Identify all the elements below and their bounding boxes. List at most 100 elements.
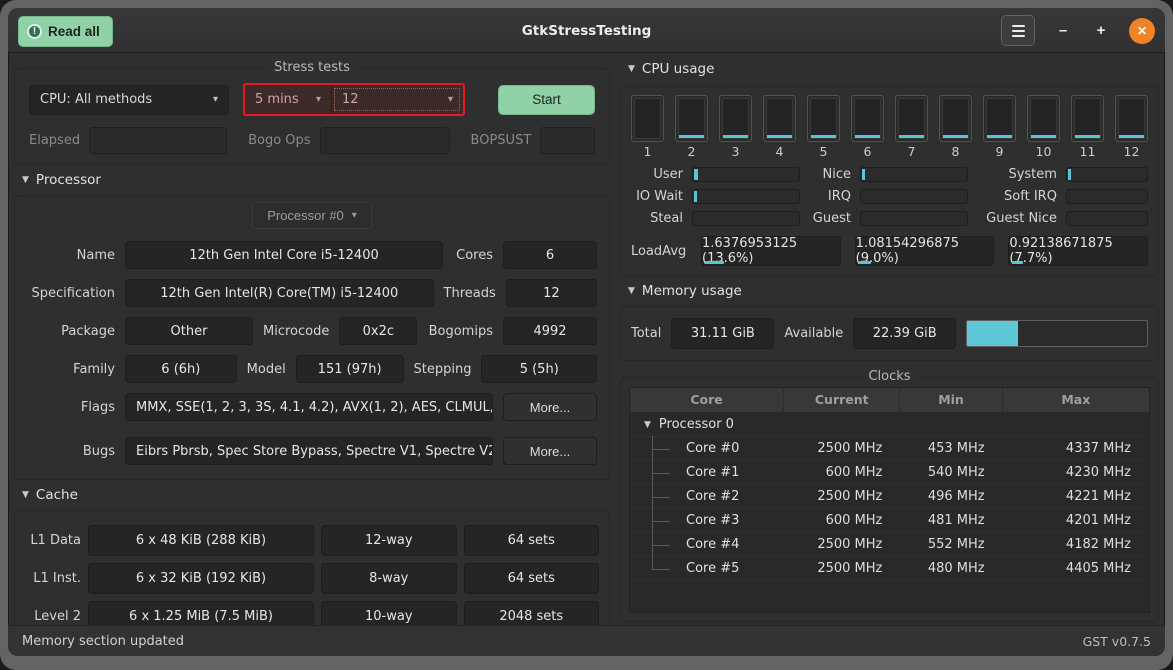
loadavg-5min: 1.08154296875 (9.0%) [854,236,995,266]
app-window: GtkStressTesting ! Read all – + ✕ Stress… [8,8,1165,656]
stress-workers-dropdown[interactable]: 12 ▾ [331,85,463,114]
loadavg-row: LoadAvg 1.6376953125 (13.6%) 1.081542968… [631,236,1149,266]
processor-expander[interactable]: ▼ Processor [22,172,608,188]
stress-results-row: Elapsed Bogo Ops BOPSUST [29,127,595,154]
memory-usage-frame: Total 31.11 GiB Available 22.39 GiB [620,306,1159,361]
loadavg-15min: 0.92138671875 (7.7%) [1008,236,1149,266]
main-content: Stress tests CPU: All methods ▾ 5 mins ▾… [14,53,1159,625]
bugs-field: Eibrs Pbrsb, Spec Store Bypass, Spectre … [125,437,493,465]
titlebar: GtkStressTesting ! Read all – + ✕ [8,8,1165,53]
cache-ways-field: 10-way [321,601,457,625]
minimize-button[interactable]: – [1053,22,1073,39]
cpu-usage-expander-label: CPU usage [641,61,715,77]
steal-meter [692,211,800,226]
expander-arrow-icon: ▼ [22,490,29,500]
user-meter [692,167,800,182]
system-meter [1065,167,1148,182]
bugs-more-button[interactable]: More... [503,437,597,465]
soft-irq-label: Soft IRQ [1004,189,1057,204]
clocks-frame: Clocks Core Current Min Max ▼ Processor … [620,369,1159,622]
stepping-field: 5 (5h) [481,355,597,383]
expander-arrow-icon: ▼ [628,64,635,74]
table-row[interactable]: Core #3 600 MHz 481 MHz 4201 MHz [630,508,1149,533]
irq-meter [859,189,968,204]
core-usage-12: 12 [1115,95,1148,159]
core-usage-10: 10 [1027,95,1060,159]
core-usage-5: 5 [807,95,840,159]
guest-nice-label: Guest Nice [986,211,1057,226]
stress-workers-value: 12 [342,92,359,107]
nice-label: Nice [822,167,851,182]
family-label: Family [73,361,115,377]
chevron-down-icon: ▾ [447,94,453,105]
clocks-group-label: Processor 0 [658,417,734,432]
chevron-down-icon: ▾ [315,94,321,105]
read-all-icon: ! [27,24,42,39]
table-row[interactable]: Core #1 600 MHz 540 MHz 4230 MHz [630,460,1149,485]
stress-params-highlight-group: 5 mins ▾ 12 ▾ [243,83,465,116]
memory-total-field: 31.11 GiB [671,318,775,349]
model-field: 151 (97h) [295,355,404,383]
flags-more-button[interactable]: More... [503,393,597,421]
maximize-button[interactable]: + [1091,22,1111,39]
system-label: System [1008,167,1057,182]
guest-nice-meter [1065,211,1148,226]
table-row[interactable]: Core #2 2500 MHz 496 MHz 4221 MHz [630,484,1149,509]
table-row[interactable]: Core #5 2500 MHz 480 MHz 4405 MHz [630,556,1149,581]
cache-expander-label: Cache [35,487,78,503]
start-button[interactable]: Start [498,84,595,115]
clocks-frame-label: Clocks [861,369,918,384]
bopsust-field[interactable] [540,127,595,154]
cpu-usage-expander[interactable]: ▼ CPU usage [628,61,1157,77]
io-wait-label: IO Wait [636,189,683,204]
memory-usage-expander-label: Memory usage [641,283,742,299]
name-field: 12th Gen Intel Core i5-12400 [125,241,443,269]
cache-frame: L1 Data 6 x 48 KiB (288 KiB) 12-way 64 s… [14,510,610,625]
package-label: Package [61,323,115,339]
table-row[interactable]: Core #4 2500 MHz 552 MHz 4182 MHz [630,532,1149,557]
max-column-header[interactable]: Max [1061,392,1091,407]
read-all-label: Read all [48,24,100,39]
stepping-label: Stepping [413,361,472,377]
hamburger-menu-button[interactable] [1001,15,1035,46]
bogo-ops-label: Bogo Ops [248,133,311,148]
processor-expander-label: Processor [35,172,101,188]
read-all-button[interactable]: ! Read all [18,16,113,47]
bogomips-field: 4992 [503,317,597,345]
processor-selector-dropdown[interactable]: Processor #0 ▾ [252,202,372,229]
current-column-header[interactable]: Current [784,388,901,412]
cache-row-level2: Level 2 6 x 1.25 MiB (7.5 MiB) 10-way 20… [25,601,599,625]
core-usage-9: 9 [983,95,1016,159]
stress-duration-dropdown[interactable]: 5 mins ▾ [245,85,331,114]
package-field: Other [125,317,253,345]
specification-label: Specification [31,285,115,301]
microcode-field: 0x2c [339,317,418,345]
close-button[interactable]: ✕ [1129,17,1155,44]
cache-size-field: 6 x 48 KiB (288 KiB) [88,525,314,556]
cache-sets-field: 64 sets [463,563,599,594]
elapsed-field[interactable] [89,127,228,154]
chevron-down-icon: ▾ [212,94,218,105]
core-column-header[interactable]: Core [630,388,785,412]
core-usage-4: 4 [763,95,796,159]
cache-row-label: L1 Inst. [33,571,81,586]
cache-expander[interactable]: ▼ Cache [22,487,608,503]
bugs-label: Bugs [82,443,115,459]
core-usage-8: 8 [939,95,972,159]
elapsed-label: Elapsed [29,133,81,148]
core-usage-6: 6 [851,95,884,159]
memory-usage-expander[interactable]: ▼ Memory usage [628,283,1157,299]
window-controls: – + ✕ [1001,8,1155,53]
memory-total-label: Total [631,326,662,341]
memory-available-field: 22.39 GiB [853,318,957,349]
bogo-ops-field[interactable] [319,127,450,154]
table-row[interactable]: Core #0 2500 MHz 453 MHz 4337 MHz [630,436,1149,461]
expander-arrow-icon: ▼ [22,175,29,185]
min-column-header[interactable]: Min [900,388,1003,412]
cpu-usage-frame: 1 2 3 4 5 6 7 8 9 10 11 12 User Nice [620,86,1159,276]
core-usage-11: 11 [1071,95,1104,159]
stress-method-dropdown[interactable]: CPU: All methods ▾ [29,84,229,115]
clocks-group-row[interactable]: ▼ Processor 0 [630,413,1149,437]
threads-label: Threads [443,285,496,301]
processor-family-row: Family 6 (6h) Model 151 (97h) Stepping 5… [27,355,597,383]
